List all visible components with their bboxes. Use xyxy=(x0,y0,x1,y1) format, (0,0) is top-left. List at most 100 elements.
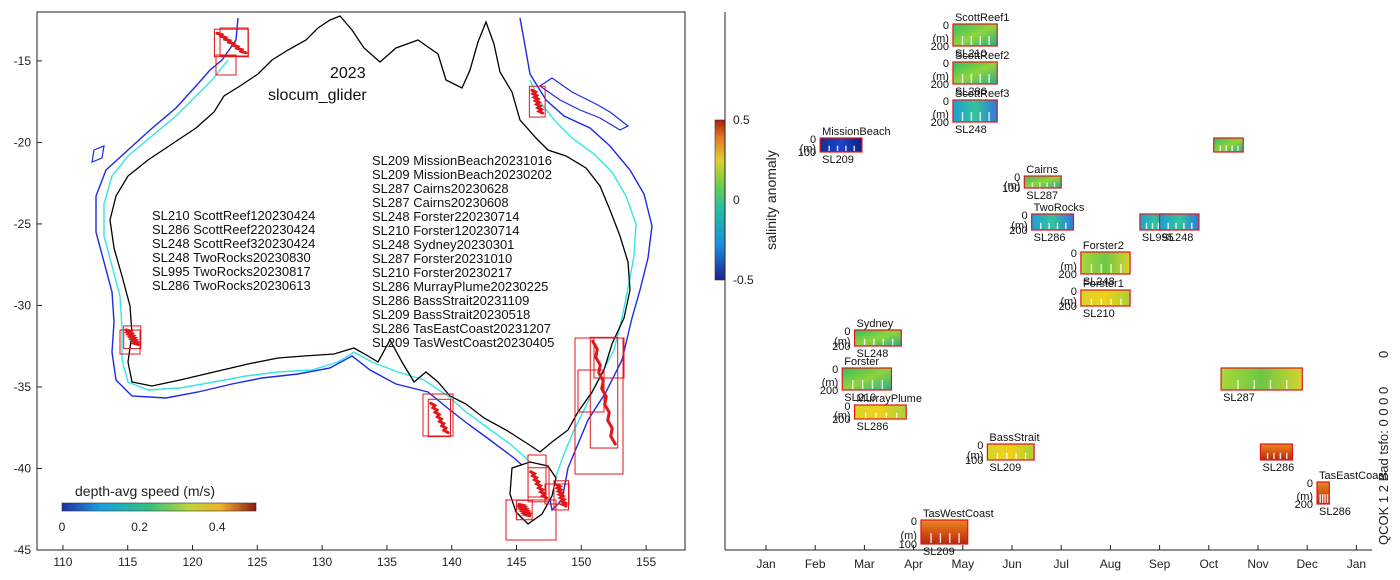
section-gap xyxy=(1031,182,1034,187)
section-depth-unit: (m) xyxy=(1297,491,1314,503)
section-forster: Forster SL210 0(m)200 xyxy=(820,356,893,404)
section-gap xyxy=(875,412,877,418)
deployment-box xyxy=(593,337,625,379)
section-sydney: Sydney SL248 0(m)200 xyxy=(832,318,902,360)
section-gap xyxy=(1326,494,1329,503)
section-gap xyxy=(1279,452,1282,459)
east-deployment-item: SL209 MissionBeach20230202 xyxy=(372,167,552,182)
section-glider: SL210 xyxy=(844,392,876,404)
section-depth-zero: 0 xyxy=(844,326,850,338)
new-guinea-coast xyxy=(538,77,630,131)
month-label: May xyxy=(951,557,974,571)
east-deployment-item: SL209 MissionBeach20231016 xyxy=(372,153,552,168)
section-gap xyxy=(881,380,884,389)
section-gap xyxy=(961,74,964,83)
coastline xyxy=(109,15,631,453)
map-xtick-label: 115 xyxy=(118,555,137,569)
section-name: Forster1 xyxy=(1083,278,1124,290)
section-name: ScottReef3 xyxy=(955,88,1009,100)
section-gap xyxy=(988,36,990,45)
section-depth-zero: 0 xyxy=(810,134,816,146)
section-gap xyxy=(861,380,864,389)
section-glider: SL286 xyxy=(1319,506,1351,518)
map-ytick-label: -35 xyxy=(14,380,32,394)
section-glider: SL209 xyxy=(822,154,854,166)
section-unlabeled: SL248 xyxy=(1158,213,1200,244)
map-xticks: 110 115 120 125 130 135 140 145 150 155 xyxy=(53,545,656,569)
east-deployment-item: SL287 Forster20231010 xyxy=(372,251,512,266)
anomaly-colorbar-group: 0.5 0 -0.5 salinity anomaly xyxy=(714,113,779,287)
section-name: ScottReef1 xyxy=(955,12,1009,24)
section-tworocks: TwoRocks SL286 0(m)200 xyxy=(1009,202,1085,244)
section-cairns: Cairns SL287 0(m)100 xyxy=(1002,164,1062,202)
section-gap xyxy=(1040,222,1042,229)
month-label: Dec xyxy=(1297,557,1318,571)
section-depth-zero: 0 xyxy=(943,20,949,32)
section-depth-zero: 0 xyxy=(1022,210,1028,222)
section-gap xyxy=(1225,145,1227,151)
section-glider: SL286 xyxy=(857,421,889,433)
section-glider: SL248 xyxy=(1083,276,1115,288)
map-xtick-label: 125 xyxy=(247,555,267,569)
section-gap xyxy=(1286,380,1288,389)
section-depth-zero: 0 xyxy=(1071,286,1077,298)
month-label: Sep xyxy=(1149,557,1171,571)
map-xtick-label: 145 xyxy=(507,555,527,569)
section-name: ScottReef2 xyxy=(955,50,1009,62)
section-gap xyxy=(1266,452,1269,459)
section-heatmap xyxy=(952,23,998,47)
section-depth-zero: 0 xyxy=(844,401,850,413)
section-gap xyxy=(1151,222,1154,229)
section-gap xyxy=(979,112,981,121)
section-taswestcoast: TasWestCoast SL209 0 (m)100 xyxy=(899,508,994,558)
section-heatmap xyxy=(853,329,902,347)
section-bassstrait: BassStrait SL209 0(m)100 xyxy=(965,432,1040,474)
section-gap xyxy=(1100,298,1102,305)
section-gap xyxy=(961,36,964,45)
section-gap xyxy=(1167,222,1169,229)
section-depth-max: 200 xyxy=(820,385,838,397)
qc-label: QCOK 1 2 Bad tsfo: 0 0 0 0 xyxy=(1376,387,1391,545)
deployment-box xyxy=(215,54,237,76)
section-gap xyxy=(949,533,951,543)
section-gap xyxy=(1319,494,1321,503)
section-glider: SL287 xyxy=(1223,392,1255,404)
section-gap xyxy=(882,338,885,345)
section-gap xyxy=(863,338,866,345)
section-gap xyxy=(988,74,990,83)
section-gap xyxy=(1048,222,1050,229)
section-name: MurrayPlume xyxy=(857,393,922,405)
section-gap xyxy=(1253,380,1255,389)
east-deployment-item: SL210 Forster120230714 xyxy=(372,223,519,238)
section-name: TasWestCoast xyxy=(923,508,994,520)
section-depth-unit: (m) xyxy=(967,450,984,462)
section-gap xyxy=(1015,452,1017,459)
section-gap xyxy=(1090,264,1093,273)
section-gap xyxy=(1039,182,1041,187)
section-gap xyxy=(1269,380,1272,389)
section-unlabeled: SL286 xyxy=(1259,443,1294,474)
section-gap xyxy=(1090,298,1093,305)
map-xtick-label: 120 xyxy=(183,555,203,569)
section-heatmap xyxy=(1213,137,1244,153)
section-glider: SL209 xyxy=(923,546,955,558)
glider-track xyxy=(123,328,141,347)
section-name: Cairns xyxy=(1026,164,1058,176)
section-scottreef2: ScottReef2 SL286 0(m)200 xyxy=(931,50,1010,98)
west-deployment-item: SL286 TwoRocks20230613 xyxy=(152,278,311,293)
glider-track xyxy=(514,502,534,518)
section-gap xyxy=(1183,222,1185,229)
map-panel: -15 -20 -25 -30 -35 -40 -45 110 115 120 125 130 135… xyxy=(14,11,686,569)
map-deployment-boxes xyxy=(119,27,625,541)
speed-colorbar xyxy=(61,502,257,512)
section-glider: SL286 xyxy=(1262,462,1294,474)
section-name: Forster2 xyxy=(1083,240,1124,252)
section-heatmap xyxy=(1259,443,1294,461)
glider-track xyxy=(530,88,545,115)
section-gap xyxy=(1110,298,1112,305)
section-depth-max: 200 xyxy=(931,117,949,129)
glider-track xyxy=(554,483,569,508)
